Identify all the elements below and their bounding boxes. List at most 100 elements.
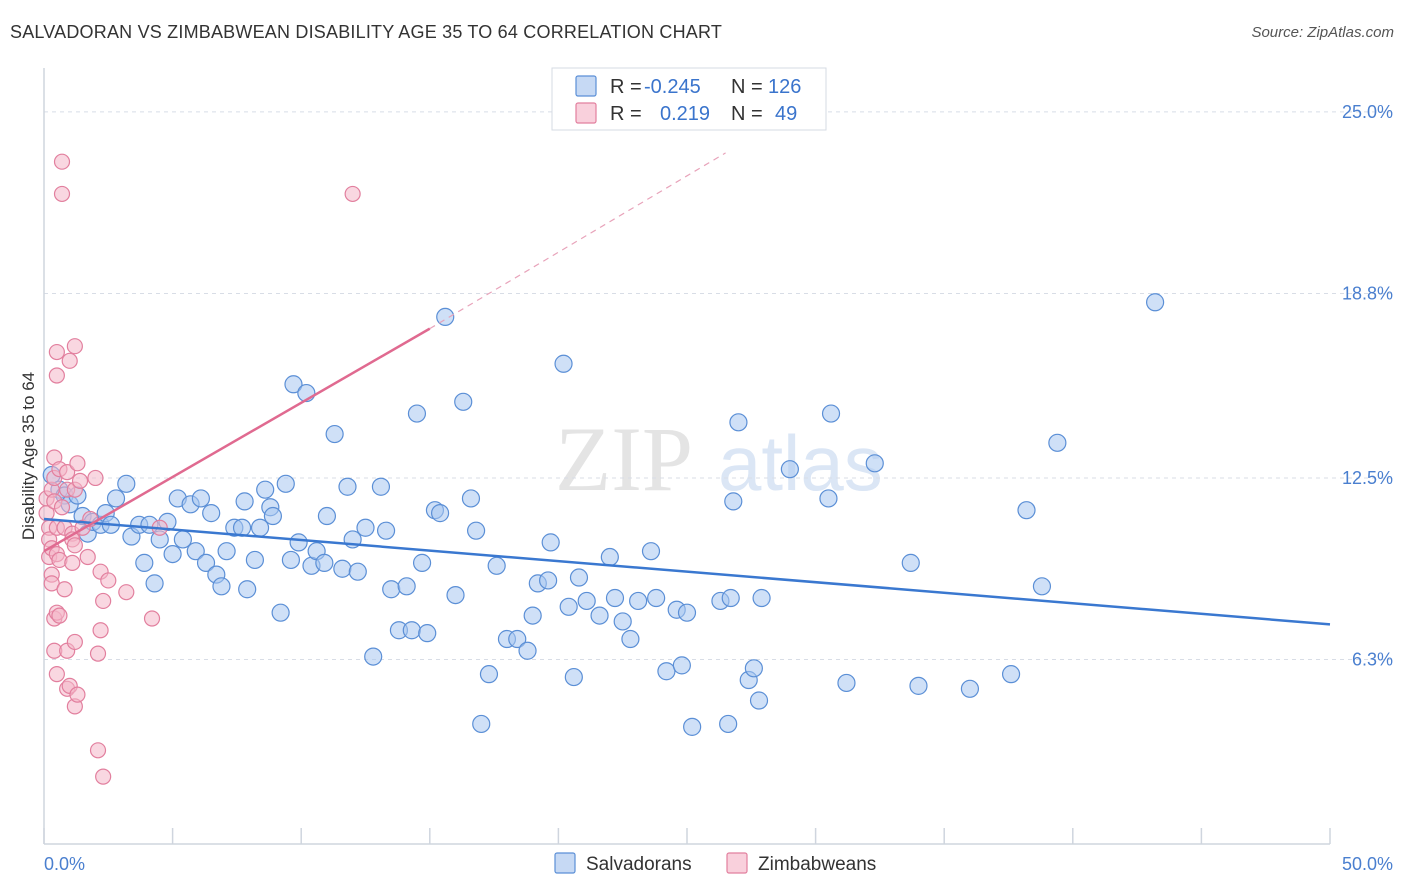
point-zimbabwean [66, 537, 83, 554]
point-salvadoran [117, 474, 136, 493]
point-salvadoran [382, 580, 401, 599]
point-salvadoran [837, 673, 856, 693]
point-salvadoran [407, 404, 427, 423]
point-salvadoran [780, 460, 799, 479]
point-salvadoran [466, 521, 486, 540]
point-salvadoran [397, 577, 416, 596]
point-zimbabwean [92, 622, 109, 639]
point-salvadoran [819, 489, 838, 508]
point-salvadoran [402, 621, 421, 640]
point-salvadoran [436, 307, 455, 327]
point-salvadoran [371, 477, 391, 496]
point-salvadoran [472, 714, 491, 734]
point-salvadoran [281, 550, 301, 570]
point-zimbabwean [53, 153, 71, 170]
point-salvadoran [960, 679, 980, 698]
legend-n-value-blue: 126 [768, 76, 801, 98]
y-axis-label: Disability Age 35 to 64 [19, 372, 38, 540]
trend-line-zimbabweans [43, 327, 431, 553]
point-salvadoran [554, 354, 573, 373]
bottom-legend-label-zimbabweans: Zimbabweans [758, 854, 876, 875]
legend-r-value-blue: -0.245 [644, 76, 701, 98]
source-label: Source: ZipAtlas.com [1251, 24, 1394, 41]
point-salvadoran [613, 612, 632, 631]
point-salvadoran [356, 518, 375, 537]
point-salvadoran [523, 606, 542, 625]
point-salvadoran [376, 521, 396, 540]
point-zimbabwean [89, 742, 107, 759]
point-salvadoran [163, 544, 182, 564]
point-salvadoran [508, 629, 527, 649]
point-salvadoran [749, 691, 769, 710]
point-salvadoran [212, 577, 231, 596]
point-zimbabwean [95, 768, 112, 785]
point-zimbabwean [56, 581, 73, 598]
point-salvadoran [454, 392, 473, 411]
point-salvadoran [559, 597, 578, 616]
legend-r-label-pink: R = [610, 103, 642, 125]
point-salvadoran [217, 542, 236, 561]
point-salvadoran [721, 588, 740, 608]
point-zimbabwean [66, 338, 83, 355]
point-salvadoran [289, 533, 308, 552]
legend-r-label-blue: R = [610, 76, 642, 98]
point-salvadoran [461, 489, 481, 508]
point-salvadoran [446, 585, 465, 605]
point-salvadoran [901, 553, 920, 572]
point-salvadoran [245, 550, 265, 570]
point-salvadoran [821, 404, 841, 423]
point-salvadoran [317, 506, 337, 526]
bottom-legend-swatch-pink [726, 852, 748, 874]
grid-lines [44, 111, 1393, 661]
x-tick-label-min: 0.0% [44, 854, 85, 874]
point-salvadoran [518, 641, 537, 660]
point-salvadoran [744, 659, 763, 678]
trend-line-salvadorans [43, 517, 1331, 626]
point-salvadoran [263, 506, 283, 526]
point-salvadoran [539, 571, 558, 590]
point-salvadoran [348, 562, 367, 581]
legend-n-label-blue: N = [731, 76, 763, 98]
point-salvadoran [752, 588, 771, 608]
point-zimbabwean [344, 185, 361, 203]
point-zimbabwean [69, 455, 86, 472]
point-salvadoran [657, 662, 676, 681]
point-zimbabwean [64, 554, 81, 571]
point-salvadoran [186, 542, 205, 561]
point-zimbabwean [89, 645, 107, 662]
trend-lines [43, 152, 1331, 626]
point-zimbabwean [48, 367, 65, 384]
point-salvadoran [364, 647, 383, 666]
point-salvadoran [202, 504, 221, 523]
point-salvadoran [487, 556, 506, 575]
point-salvadoran [683, 717, 702, 736]
point-zimbabwean [79, 548, 96, 566]
point-salvadoran [325, 424, 344, 444]
point-salvadoran [621, 629, 640, 649]
chart-title: SALVADORAN VS ZIMBABWEAN DISABILITY AGE … [10, 22, 723, 42]
point-salvadoran [235, 492, 254, 511]
point-salvadoran [909, 676, 928, 695]
point-zimbabwean [118, 584, 135, 601]
point-salvadoran [672, 656, 691, 675]
point-salvadoran [605, 588, 625, 608]
point-zimbabwean [71, 472, 89, 489]
legend-box: R = -0.245 N = 126 R = 0.219 N = 49 [551, 67, 827, 131]
point-salvadoran [865, 454, 884, 473]
point-salvadoran [271, 603, 290, 622]
bottom-legend-swatch-blue [554, 852, 576, 874]
bottom-legend-label-salvadorans: Salvadorans [586, 854, 692, 875]
point-salvadoran [1001, 665, 1021, 684]
point-salvadoran [569, 568, 589, 587]
point-salvadoran [315, 553, 334, 572]
point-salvadoran [600, 547, 619, 567]
y-tick-label: 18.8% [1342, 283, 1393, 303]
point-salvadoran [333, 559, 352, 578]
point-salvadoran [729, 413, 748, 432]
point-salvadoran [1048, 433, 1067, 452]
y-tick-labels: 6.3% 12.5% 18.8% 25.0% [1342, 102, 1393, 670]
trend-line-zimbabweans-extension [429, 152, 726, 330]
point-zimbabwean [48, 666, 65, 683]
point-salvadoran [430, 504, 450, 523]
point-salvadoran [276, 474, 295, 493]
